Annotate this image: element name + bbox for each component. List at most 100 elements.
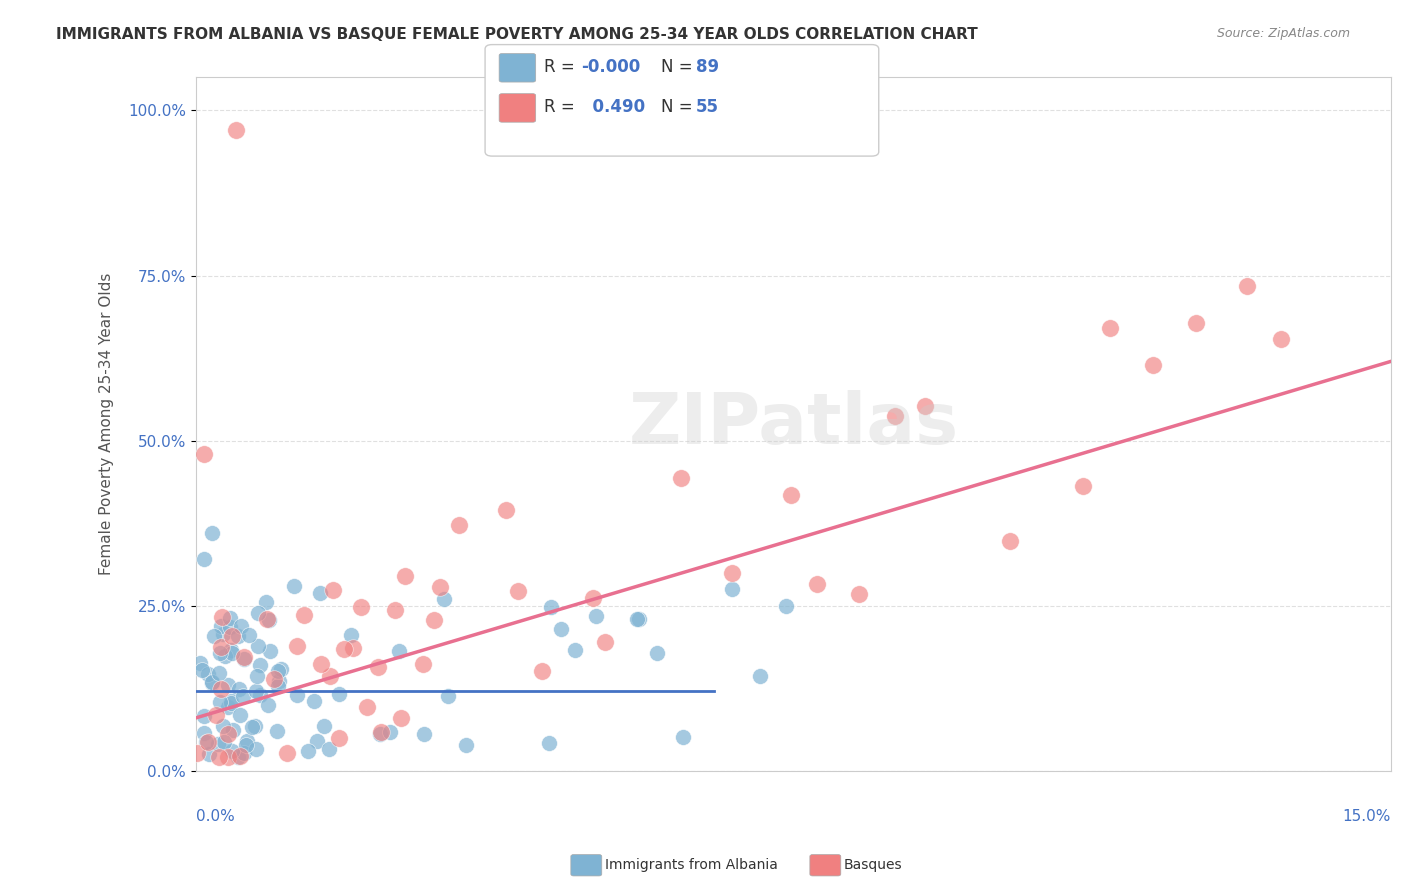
Text: N =: N = (661, 98, 697, 116)
Point (332, 642, 354, 657)
Point (380, 725, 402, 739)
Point (205, 707, 228, 722)
Point (318, 741, 340, 756)
Point (266, 664, 288, 678)
Point (367, 660, 389, 674)
Point (243, 718, 266, 732)
Point (269, 673, 291, 688)
Point (1236, 279, 1258, 293)
Text: 0.490: 0.490 (581, 98, 645, 116)
Point (495, 503, 517, 517)
Point (238, 627, 260, 641)
Point (236, 734, 259, 748)
Point (423, 613, 446, 627)
Point (208, 647, 231, 661)
Point (222, 723, 245, 738)
Point (412, 657, 434, 671)
Point (585, 609, 607, 624)
Point (848, 587, 870, 601)
Point (530, 664, 553, 678)
Text: 0.0%: 0.0% (195, 809, 235, 824)
Point (356, 700, 378, 714)
Point (209, 619, 232, 633)
Point (209, 640, 232, 655)
Point (285, 688, 308, 702)
Point (188, 656, 211, 670)
Point (319, 669, 342, 683)
Point (394, 569, 416, 583)
Point (593, 635, 616, 649)
Point (221, 629, 243, 643)
Text: Basques: Basques (844, 858, 903, 872)
Text: -0.000: -0.000 (581, 58, 640, 76)
Point (302, 694, 325, 708)
Point (201, 526, 224, 541)
Point (219, 620, 242, 634)
Point (436, 689, 458, 703)
Point (245, 684, 267, 698)
Point (276, 746, 298, 760)
Point (217, 700, 239, 714)
Point (292, 608, 315, 623)
Point (564, 642, 586, 657)
Point (245, 741, 267, 756)
Point (314, 719, 336, 733)
Point (221, 646, 243, 660)
Point (914, 399, 936, 413)
Point (208, 750, 231, 764)
Point (305, 734, 328, 748)
Text: IMMIGRANTS FROM ALBANIA VS BASQUE FEMALE POVERTY AMONG 25-34 YEAR OLDS CORRELATI: IMMIGRANTS FROM ALBANIA VS BASQUE FEMALE… (56, 27, 979, 42)
Text: 89: 89 (696, 58, 718, 76)
Point (226, 749, 249, 764)
Point (247, 606, 270, 620)
Point (233, 652, 256, 666)
Point (249, 658, 271, 673)
Y-axis label: Female Poverty Among 25-34 Year Olds: Female Poverty Among 25-34 Year Olds (100, 273, 114, 575)
Point (225, 123, 247, 137)
Point (322, 583, 344, 598)
Point (672, 730, 695, 744)
Point (226, 629, 249, 643)
Point (193, 726, 215, 740)
Point (384, 602, 406, 616)
Text: N =: N = (661, 58, 697, 76)
Text: R =: R = (544, 58, 581, 76)
Point (211, 719, 233, 733)
Point (195, 735, 218, 749)
Point (309, 657, 332, 672)
Point (1270, 332, 1292, 346)
Point (669, 470, 692, 484)
Point (270, 662, 292, 676)
Point (201, 676, 224, 690)
Point (217, 750, 239, 764)
Point (388, 644, 411, 658)
Point (283, 579, 305, 593)
Point (209, 681, 232, 696)
Point (257, 613, 280, 627)
Point (297, 744, 319, 758)
Point (231, 619, 253, 633)
Point (229, 708, 252, 723)
Point (233, 746, 256, 760)
Point (626, 611, 648, 625)
Point (209, 695, 232, 709)
Point (186, 746, 208, 760)
Text: Source: ZipAtlas.com: Source: ZipAtlas.com (1216, 27, 1350, 40)
Point (645, 646, 668, 660)
Point (235, 738, 257, 752)
Point (540, 599, 562, 614)
Point (721, 582, 744, 597)
Point (208, 665, 231, 680)
Point (219, 643, 242, 657)
Point (412, 727, 434, 741)
Point (370, 725, 392, 739)
Point (247, 639, 270, 653)
Point (308, 586, 330, 600)
Point (1098, 321, 1121, 335)
Point (389, 711, 412, 725)
Point (538, 736, 561, 750)
Point (211, 627, 233, 641)
Point (201, 674, 224, 689)
Point (433, 591, 456, 606)
Text: 15.0%: 15.0% (1343, 809, 1391, 824)
